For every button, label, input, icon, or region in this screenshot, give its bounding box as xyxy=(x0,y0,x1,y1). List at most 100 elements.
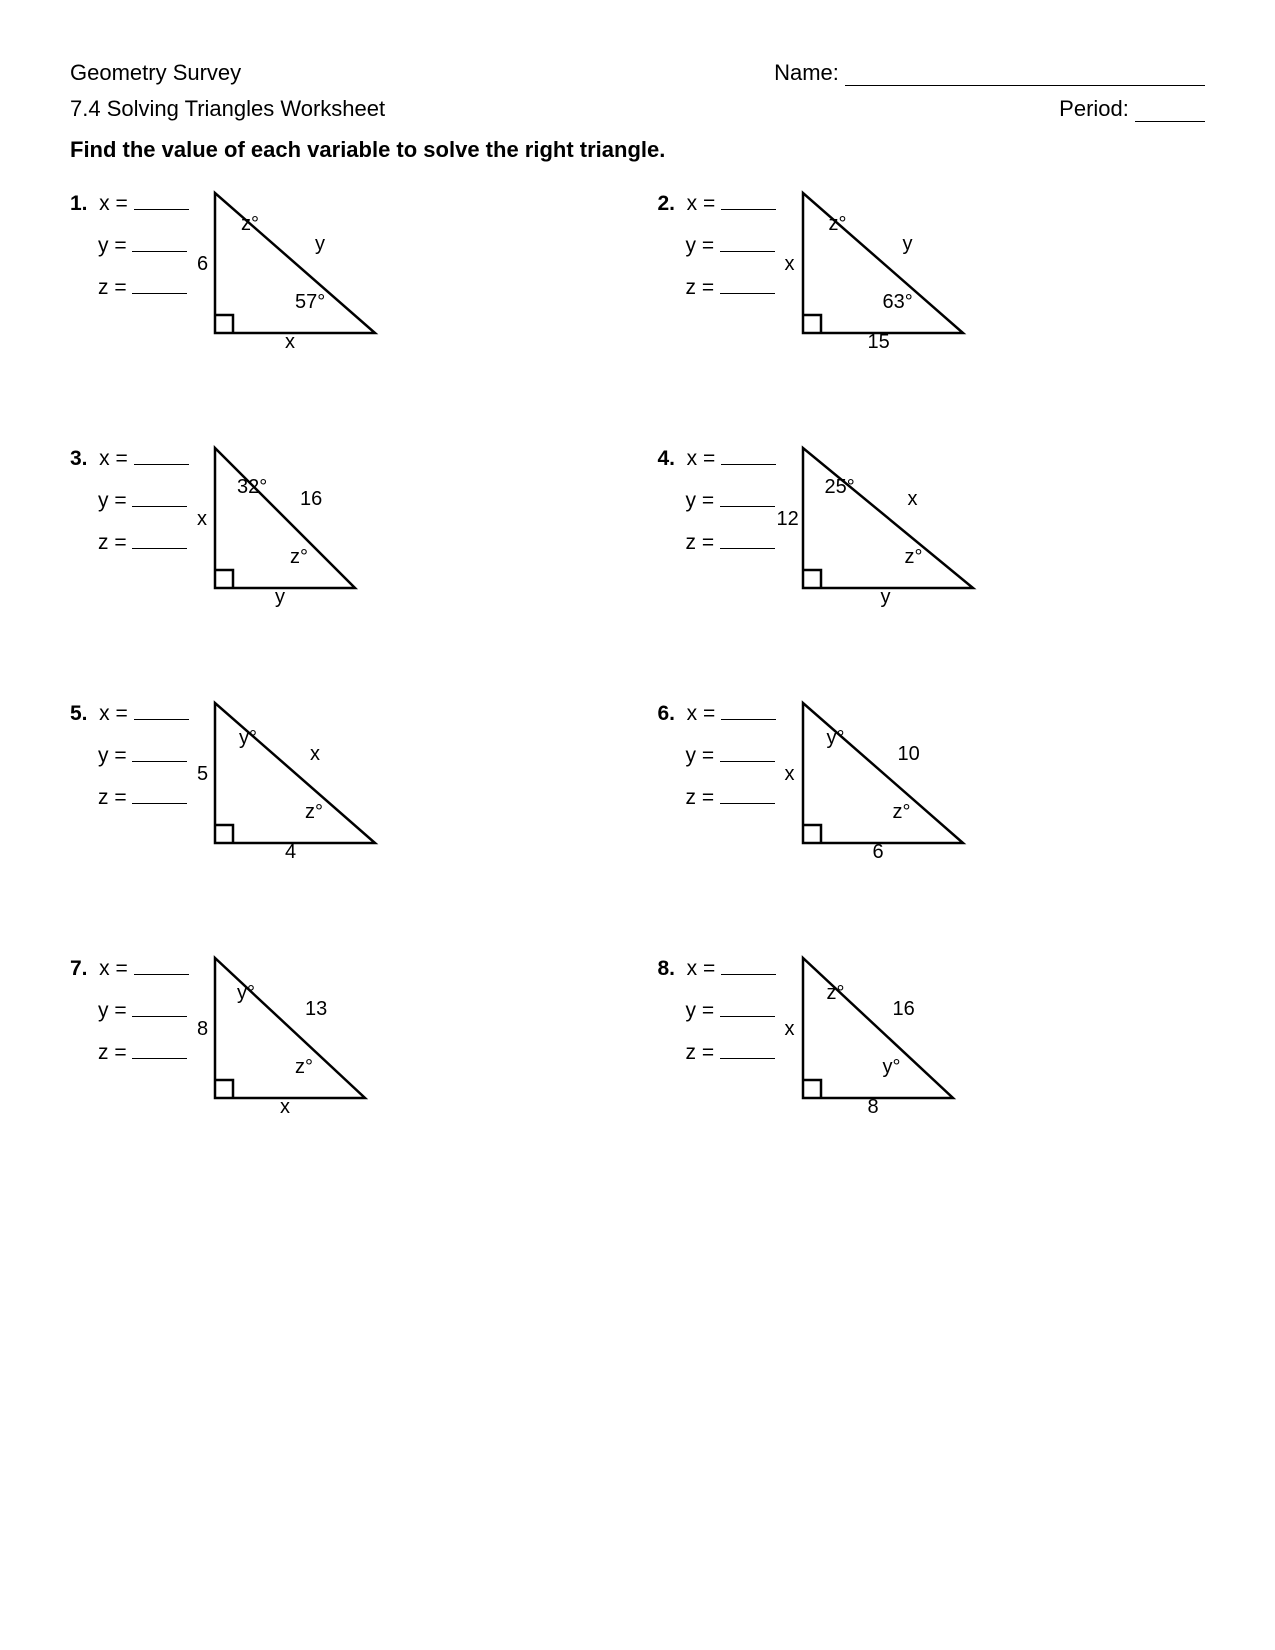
tri-label: 63° xyxy=(883,291,913,314)
answer-blank[interactable] xyxy=(134,443,189,465)
problem-1: 1. x = y = z = z°y657°x xyxy=(70,183,618,348)
tri-label: 4 xyxy=(285,841,296,864)
answer-blank[interactable] xyxy=(132,1037,187,1059)
tri-label: x xyxy=(310,743,320,766)
triangle-svg xyxy=(205,693,385,853)
period-label: Period: xyxy=(1059,96,1129,121)
tri-label: z° xyxy=(290,546,308,569)
answer-blank[interactable] xyxy=(720,740,775,762)
tri-label: 5 xyxy=(197,763,208,786)
triangle-diagram: z°16xy°8 xyxy=(793,948,963,1113)
answer-blank[interactable] xyxy=(132,527,187,549)
name-field: Name: xyxy=(774,60,1205,86)
name-label: Name: xyxy=(774,60,839,85)
tri-label: z° xyxy=(829,213,847,236)
answer-blank[interactable] xyxy=(134,698,189,720)
tri-label: x xyxy=(785,763,795,786)
answer-blank[interactable] xyxy=(132,782,187,804)
problem-number: 2. xyxy=(658,192,676,215)
answer-blank[interactable] xyxy=(134,188,189,210)
answer-blank[interactable] xyxy=(720,485,775,507)
problem-number: 3. xyxy=(70,447,88,470)
triangle-diagram: 32°16xz°y xyxy=(205,438,365,603)
instruction-text: Find the value of each variable to solve… xyxy=(70,137,1205,163)
problem-number: 4. xyxy=(658,447,676,470)
tri-label: x xyxy=(785,1018,795,1041)
tri-label: z° xyxy=(241,213,259,236)
tri-label: z° xyxy=(905,546,923,569)
answer-blank[interactable] xyxy=(721,188,776,210)
tri-label: 10 xyxy=(898,743,920,766)
header-row-2: 7.4 Solving Triangles Worksheet Period: xyxy=(70,96,1205,122)
tri-label: 57° xyxy=(295,291,325,314)
answer-blank[interactable] xyxy=(720,272,775,294)
answers-block: 2. x = y = z = xyxy=(658,183,793,309)
answers-block: 4. x = y = z = xyxy=(658,438,793,564)
tri-label: z° xyxy=(827,982,845,1005)
answer-blank[interactable] xyxy=(132,995,187,1017)
triangle-diagram: y°x5z°4 xyxy=(205,693,385,858)
answer-blank[interactable] xyxy=(721,443,776,465)
triangle-svg xyxy=(793,693,973,853)
tri-label: y° xyxy=(883,1056,901,1079)
problem-7: 7. x = y = z = y°138z°x xyxy=(70,948,618,1113)
triangle-diagram: y°138z°x xyxy=(205,948,375,1113)
problems-grid: 1. x = y = z = z°y657°x2. x = y = z = z°… xyxy=(70,183,1205,1113)
tri-label: 16 xyxy=(893,998,915,1021)
answer-blank[interactable] xyxy=(132,485,187,507)
tri-label: z° xyxy=(295,1056,313,1079)
triangle-diagram: z°y657°x xyxy=(205,183,385,348)
problem-3: 3. x = y = z = 32°16xz°y xyxy=(70,438,618,603)
tri-label: y° xyxy=(239,727,257,750)
tri-label: x xyxy=(908,488,918,511)
answers-block: 3. x = y = z = xyxy=(70,438,205,564)
triangle-diagram: y°10xz°6 xyxy=(793,693,973,858)
worksheet-page: Geometry Survey Name: 7.4 Solving Triang… xyxy=(0,0,1275,1650)
tri-label: y xyxy=(315,233,325,256)
header-row-1: Geometry Survey Name: xyxy=(70,60,1205,86)
problem-6: 6. x = y = z = y°10xz°6 xyxy=(658,693,1206,858)
worksheet-title: 7.4 Solving Triangles Worksheet xyxy=(70,96,385,122)
tri-label: 15 xyxy=(868,331,890,354)
answer-blank[interactable] xyxy=(721,953,776,975)
problem-4: 4. x = y = z = 25°x12z°y xyxy=(658,438,1206,603)
answer-blank[interactable] xyxy=(721,698,776,720)
tri-label: 8 xyxy=(197,1018,208,1041)
problem-5: 5. x = y = z = y°x5z°4 xyxy=(70,693,618,858)
tri-label: 25° xyxy=(825,476,855,499)
answer-blank[interactable] xyxy=(720,230,775,252)
problem-number: 5. xyxy=(70,702,88,725)
triangle-diagram: 25°x12z°y xyxy=(793,438,983,603)
problem-number: 1. xyxy=(70,192,88,215)
answers-block: 5. x = y = z = xyxy=(70,693,205,819)
answer-blank[interactable] xyxy=(720,995,775,1017)
answer-blank[interactable] xyxy=(720,1037,775,1059)
answer-blank[interactable] xyxy=(132,272,187,294)
period-field: Period: xyxy=(1059,96,1205,122)
problem-8: 8. x = y = z = z°16xy°8 xyxy=(658,948,1206,1113)
triangle-svg xyxy=(793,183,973,343)
period-blank[interactable] xyxy=(1135,97,1205,122)
tri-label: x xyxy=(280,1096,290,1119)
answer-blank[interactable] xyxy=(720,527,775,549)
answers-block: 7. x = y = z = xyxy=(70,948,205,1074)
answer-blank[interactable] xyxy=(132,230,187,252)
tri-label: y xyxy=(275,586,285,609)
problem-number: 7. xyxy=(70,957,88,980)
tri-label: 8 xyxy=(868,1096,879,1119)
tri-label: 13 xyxy=(305,998,327,1021)
triangle-svg xyxy=(205,438,365,598)
problem-2: 2. x = y = z = z°yx63°15 xyxy=(658,183,1206,348)
tri-label: 16 xyxy=(300,488,322,511)
answer-blank[interactable] xyxy=(134,953,189,975)
tri-label: x xyxy=(285,331,295,354)
answer-blank[interactable] xyxy=(132,740,187,762)
tri-label: y xyxy=(903,233,913,256)
tri-label: z° xyxy=(305,801,323,824)
triangle-diagram: z°yx63°15 xyxy=(793,183,973,348)
triangle-svg xyxy=(793,948,963,1108)
problem-number: 8. xyxy=(658,957,676,980)
answers-block: 6. x = y = z = xyxy=(658,693,793,819)
answer-blank[interactable] xyxy=(720,782,775,804)
name-blank[interactable] xyxy=(845,61,1205,86)
